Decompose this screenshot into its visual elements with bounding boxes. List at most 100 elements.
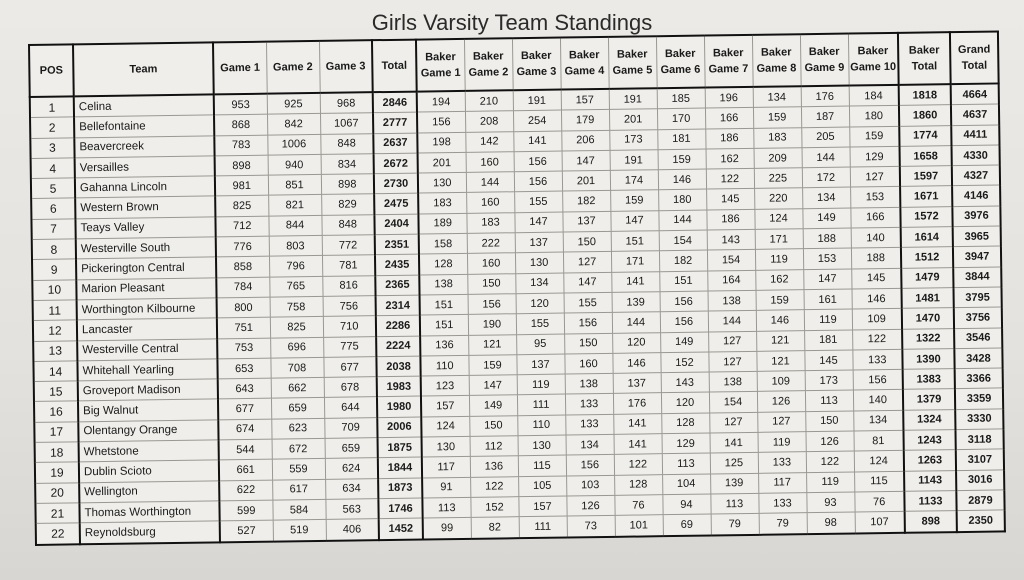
score-cell: 183 [466,212,515,234]
score-cell: 146 [612,352,661,374]
score-cell: 154 [708,391,758,413]
score-cell: 127 [849,166,901,188]
team-name-cell: Versailles [74,155,215,179]
score-cell: 144 [611,311,661,333]
score-cell: 751 [216,317,271,339]
score-cell: 162 [755,269,804,291]
score-cell: 653 [217,358,271,380]
score-cell: 1597 [899,165,953,187]
score-cell: 2286 [375,315,421,337]
score-cell: 160 [466,253,516,275]
score-cell: 672 [271,438,325,460]
score-cell: 225 [753,167,803,189]
score-cell: 825 [269,316,324,338]
score-cell: 136 [469,456,519,478]
team-name-cell: Wellington [79,480,220,503]
column-header: Total [371,39,417,93]
score-cell: 156 [565,454,615,476]
score-cell: 220 [754,188,803,210]
score-cell: 143 [660,372,709,394]
score-cell: 162 [705,148,754,170]
score-cell: 124 [421,416,470,438]
score-cell: 147 [468,374,517,396]
score-cell: 151 [659,270,708,292]
score-cell: 147 [561,150,610,172]
score-cell: 69 [662,514,711,536]
score-cell: 1774 [899,125,952,147]
score-cell: 2777 [372,112,418,134]
score-cell: 110 [517,414,566,436]
score-cell: 140 [850,227,901,249]
score-cell: 981 [214,175,269,197]
position-cell: 9 [32,259,77,281]
score-cell: 138 [419,274,468,296]
score-cell: 123 [420,375,469,397]
score-cell: 858 [215,256,270,278]
score-cell: 181 [804,329,853,351]
score-cell: 1875 [377,437,422,458]
score-cell: 662 [270,377,324,399]
score-cell: 127 [562,251,612,273]
score-cell: 156 [513,150,562,172]
score-cell: 159 [468,354,517,376]
score-cell: 4327 [951,165,1001,187]
score-cell: 156 [659,291,708,312]
column-header: Game 1 [212,41,267,95]
score-cell: 4330 [951,144,1000,166]
score-cell: 201 [561,170,611,192]
score-cell: 150 [469,415,518,437]
score-cell: 968 [319,92,373,114]
score-cell: 3546 [954,327,1003,349]
score-cell: 138 [707,290,756,312]
score-cell: 137 [514,232,563,254]
column-header: Baker Total [897,32,951,85]
team-name-cell: Celina [73,94,215,118]
score-cell: 868 [214,114,268,136]
score-cell: 848 [321,214,375,236]
score-cell: 122 [470,476,519,498]
score-cell: 130 [417,172,467,194]
score-cell: 152 [660,351,709,373]
score-cell: 182 [658,250,708,272]
score-cell: 1983 [376,376,421,398]
score-cell: 93 [806,491,855,513]
score-cell: 159 [755,289,804,311]
score-cell: 130 [421,436,470,458]
column-header: Baker Game 6 [655,35,705,89]
score-cell: 147 [803,268,852,290]
score-cell: 171 [754,228,803,250]
position-cell: 13 [33,340,78,362]
score-cell: 147 [514,211,563,233]
score-cell: 119 [516,374,565,396]
score-cell: 166 [850,207,901,229]
score-cell: 1470 [901,307,955,329]
score-cell: 800 [216,297,270,319]
score-cell: 254 [512,110,562,132]
score-cell: 3428 [954,347,1003,369]
team-name-cell: Lancaster [76,318,218,341]
score-cell: 117 [421,456,471,478]
column-header: Team [73,42,214,97]
score-cell: 144 [465,171,515,193]
score-cell: 1243 [903,429,956,451]
score-cell: 137 [612,372,661,394]
score-cell: 159 [657,148,706,170]
score-cell: 134 [802,187,851,209]
score-cell: 709 [324,417,378,439]
score-cell: 661 [218,459,273,481]
score-cell: 120 [660,392,710,414]
score-cell: 144 [658,209,707,231]
score-cell: 182 [562,190,611,212]
score-cell: 147 [610,210,659,232]
score-cell: 103 [566,474,615,496]
score-cell: 154 [658,230,707,252]
score-cell: 109 [851,308,903,330]
score-cell: 191 [609,149,658,171]
score-cell: 166 [704,107,754,129]
score-cell: 617 [272,479,326,501]
column-header: Baker Game 10 [847,32,899,86]
score-cell: 624 [324,457,379,480]
position-cell: 15 [33,380,78,402]
score-cell: 137 [562,211,611,233]
position-cell: 22 [35,523,80,545]
